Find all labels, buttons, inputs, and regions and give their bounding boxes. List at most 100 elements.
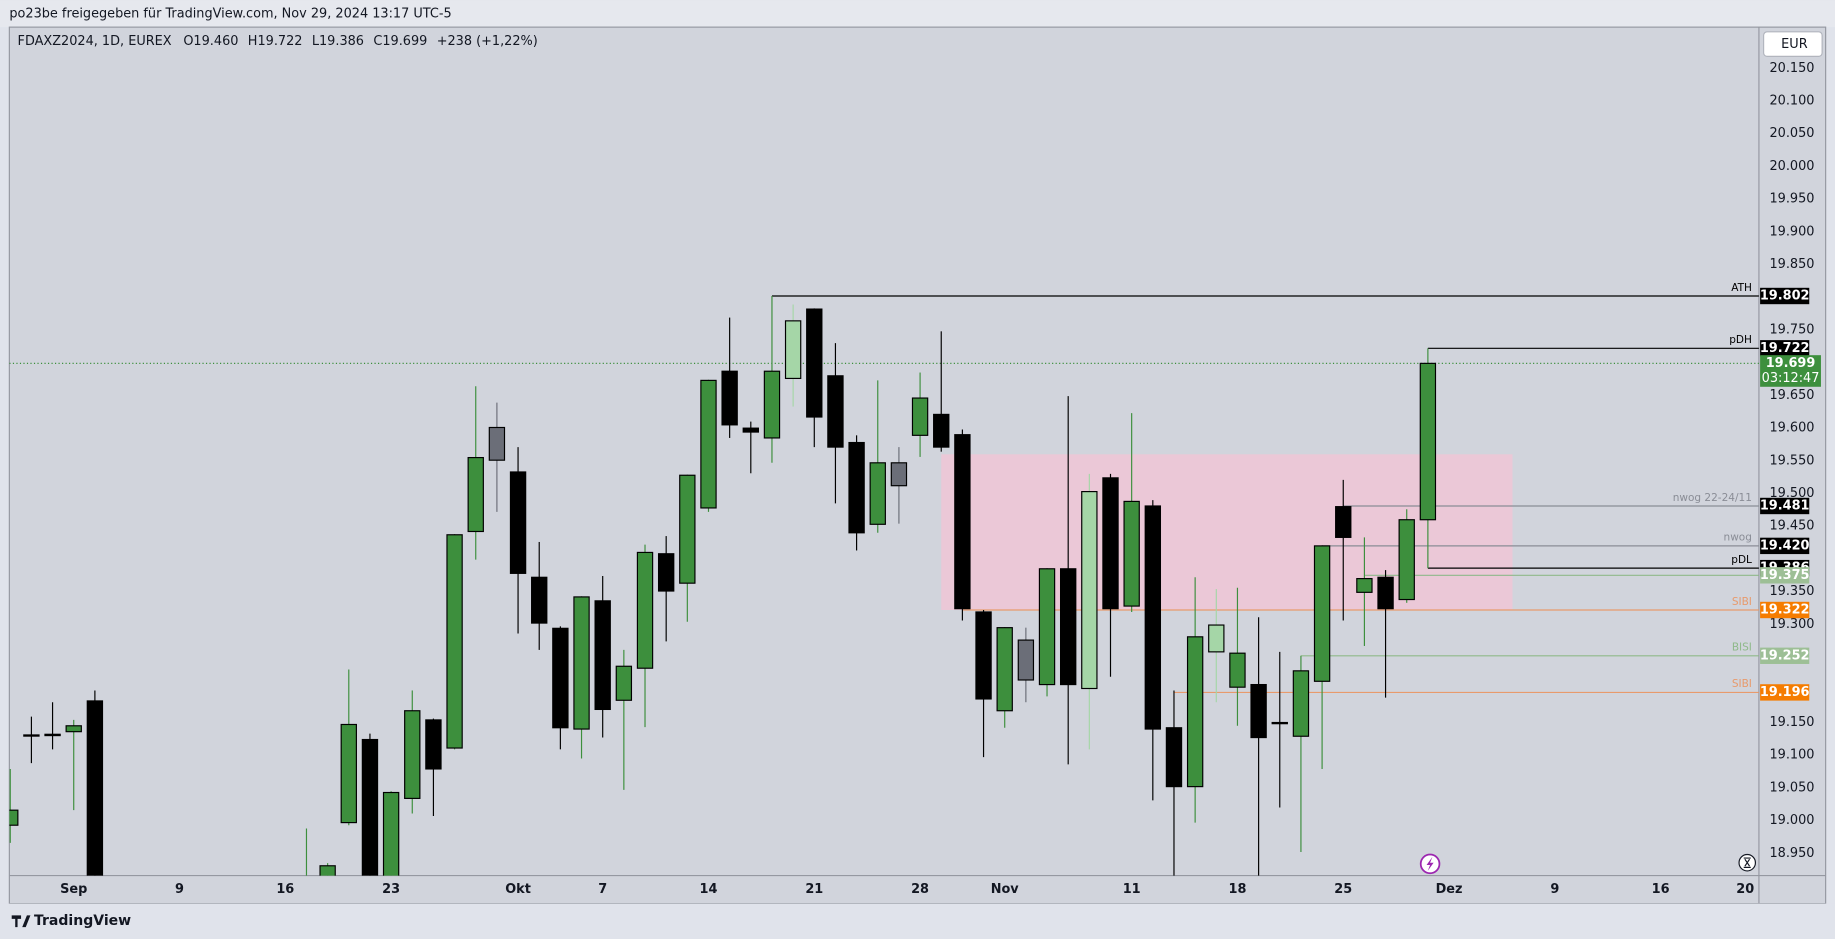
candle-body	[636, 551, 654, 669]
candle-body	[742, 427, 759, 433]
level-name: nwog 22-24/11	[1673, 492, 1752, 504]
candle-body	[1229, 652, 1246, 688]
candle-body	[573, 596, 590, 730]
y-tick-label: 20.150	[1769, 61, 1814, 76]
currency-button[interactable]	[1763, 31, 1823, 57]
candle-body	[1313, 545, 1331, 682]
level-name: SIBI	[1732, 678, 1752, 690]
y-tick-label: 20.100	[1769, 94, 1814, 109]
x-tick-label: Dez	[1436, 882, 1463, 897]
candle-body	[679, 474, 696, 584]
candle-body	[552, 627, 569, 729]
x-tick-label: 20	[1736, 882, 1754, 897]
y-tick-label: 19.850	[1769, 257, 1814, 272]
level-price-box	[1760, 287, 1810, 305]
current-price-box	[1760, 355, 1821, 387]
current-price-label: 19.699	[1766, 356, 1816, 371]
x-tick-label: 16	[276, 882, 294, 897]
x-tick-label: 9	[175, 882, 184, 897]
y-tick-label: 19.500	[1769, 486, 1814, 501]
candle-body	[319, 865, 336, 876]
x-tick-label: Okt	[505, 882, 531, 897]
level-price-label: 19.420	[1760, 538, 1810, 553]
candle-body	[615, 665, 633, 701]
candle-body	[86, 700, 104, 876]
clock-icon[interactable]	[1738, 853, 1757, 872]
candle-body	[1186, 636, 1204, 788]
x-tick-label: Nov	[991, 882, 1020, 897]
level-price-label: 19.375	[1760, 568, 1810, 583]
level-price-box	[1760, 647, 1810, 664]
candle-body	[467, 456, 484, 533]
x-tick-label: 11	[1123, 882, 1141, 897]
level-price-label: 19.802	[1760, 288, 1810, 303]
candle-body	[1292, 670, 1310, 737]
level-price-box	[1760, 601, 1810, 619]
y-tick-label: 19.050	[1769, 780, 1814, 795]
symbol: FDAXZ2024, 1D, EUREX	[18, 34, 172, 49]
y-tick-label: 19.150	[1769, 715, 1814, 730]
x-tick-label: 28	[911, 882, 929, 897]
candle-body	[954, 434, 971, 610]
candle-body	[425, 719, 442, 770]
level-price-box	[1760, 537, 1810, 555]
level-price-box	[1760, 684, 1810, 701]
candle-body	[700, 379, 717, 509]
x-tick-label: 23	[382, 882, 400, 897]
candle-body	[404, 710, 421, 799]
candle-body	[827, 375, 844, 448]
level-price-label: 19.196	[1760, 685, 1810, 700]
y-tick-label: 19.900	[1769, 224, 1814, 239]
candle-body	[1165, 727, 1183, 788]
candle-body	[531, 576, 548, 624]
x-tick-label: 25	[1334, 882, 1352, 897]
level-name: BISI	[1732, 642, 1752, 654]
candle-body	[1038, 568, 1056, 686]
countdown: 03:12:47	[1762, 371, 1820, 386]
candle-body	[933, 413, 950, 448]
candle-body	[1356, 578, 1373, 593]
y-tick-label: 18.950	[1769, 846, 1814, 861]
candle-body	[1398, 519, 1415, 601]
x-tick-label: Sep	[60, 882, 87, 897]
level-price-label: 19.481	[1760, 498, 1810, 513]
level-name: SIBI	[1732, 596, 1752, 608]
y-tick-label: 19.550	[1769, 453, 1814, 468]
candle-body	[1271, 721, 1288, 725]
header-bar	[0, 0, 1835, 28]
currency[interactable]: EUR	[1781, 37, 1808, 52]
level-name: nwog	[1724, 532, 1752, 544]
candle-body	[1250, 683, 1267, 739]
candle-body	[1377, 576, 1394, 610]
lightning-icon[interactable]	[1419, 853, 1441, 875]
candle-body	[446, 534, 463, 749]
candle-body	[23, 734, 40, 737]
candle-body	[721, 370, 738, 426]
candle-body	[488, 426, 506, 461]
y-tick-label: 19.000	[1769, 813, 1814, 828]
x-tick-label: 7	[598, 882, 607, 897]
brand: TradingView	[34, 913, 131, 929]
header-title: po23be freigegeben für TradingView.com, …	[9, 7, 451, 22]
candle-body	[763, 370, 781, 439]
level-name: pDL	[1731, 554, 1752, 566]
y-tick-label: 20.050	[1769, 126, 1814, 141]
candle-body	[890, 462, 908, 487]
y-tick-label: 19.950	[1769, 192, 1814, 207]
y-tick-label: 20.000	[1769, 159, 1814, 174]
candle-body	[784, 320, 802, 380]
x-tick-label: 21	[805, 882, 823, 897]
chart-pane	[8, 26, 1827, 905]
candle-body	[382, 791, 400, 876]
level-price-label: 19.252	[1760, 648, 1810, 663]
y-tick-label: 19.350	[1769, 584, 1814, 599]
level-name: ATH	[1731, 282, 1752, 294]
x-tick-label: 14	[700, 882, 718, 897]
candle-body	[996, 627, 1013, 712]
candle-body	[1123, 500, 1140, 607]
footer-bar	[0, 903, 1835, 939]
candle-body	[361, 738, 379, 876]
candle-body	[1144, 505, 1162, 730]
